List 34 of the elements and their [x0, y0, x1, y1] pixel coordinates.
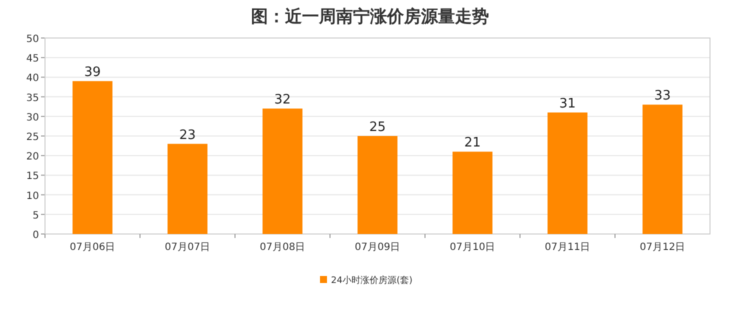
- bar: [452, 152, 492, 234]
- y-tick-label: 5: [32, 210, 39, 222]
- y-tick-label: 0: [32, 230, 39, 241]
- x-tick-label: 07月09日: [354, 242, 400, 253]
- data-label: 32: [274, 92, 291, 108]
- data-label: 21: [464, 136, 481, 151]
- y-tick-label: 40: [26, 73, 39, 84]
- bar: [548, 112, 588, 234]
- x-tick-label: 07月08日: [260, 242, 306, 253]
- data-label: 31: [559, 96, 576, 112]
- data-label: 25: [369, 120, 386, 135]
- data-label: 39: [84, 65, 101, 80]
- y-tick-label: 10: [26, 190, 39, 202]
- x-tick-label: 07月11日: [544, 242, 590, 253]
- y-tick-label: 25: [26, 132, 39, 143]
- y-tick-label: 50: [26, 34, 39, 45]
- data-label: 23: [179, 128, 196, 143]
- y-tick-label: 35: [26, 92, 39, 104]
- x-tick-label: 07月06日: [70, 242, 116, 253]
- bar: [642, 104, 682, 234]
- chart-title: 图：近一周南宁涨价房源量走势: [251, 7, 489, 27]
- data-label: 33: [654, 88, 671, 104]
- bar: [262, 108, 302, 234]
- x-tick-label: 07月07日: [164, 242, 210, 253]
- bar: [358, 136, 398, 234]
- bar: [168, 144, 208, 234]
- bar: [72, 81, 112, 234]
- y-tick-label: 15: [26, 171, 39, 182]
- y-tick-label: 20: [26, 152, 39, 163]
- y-tick-label: 30: [26, 112, 39, 124]
- legend-label: 24小时涨价房源(套): [331, 275, 412, 286]
- x-tick-label: 07月10日: [450, 242, 496, 253]
- y-tick-label: 45: [26, 54, 39, 65]
- x-tick-label: 07月12日: [640, 242, 686, 253]
